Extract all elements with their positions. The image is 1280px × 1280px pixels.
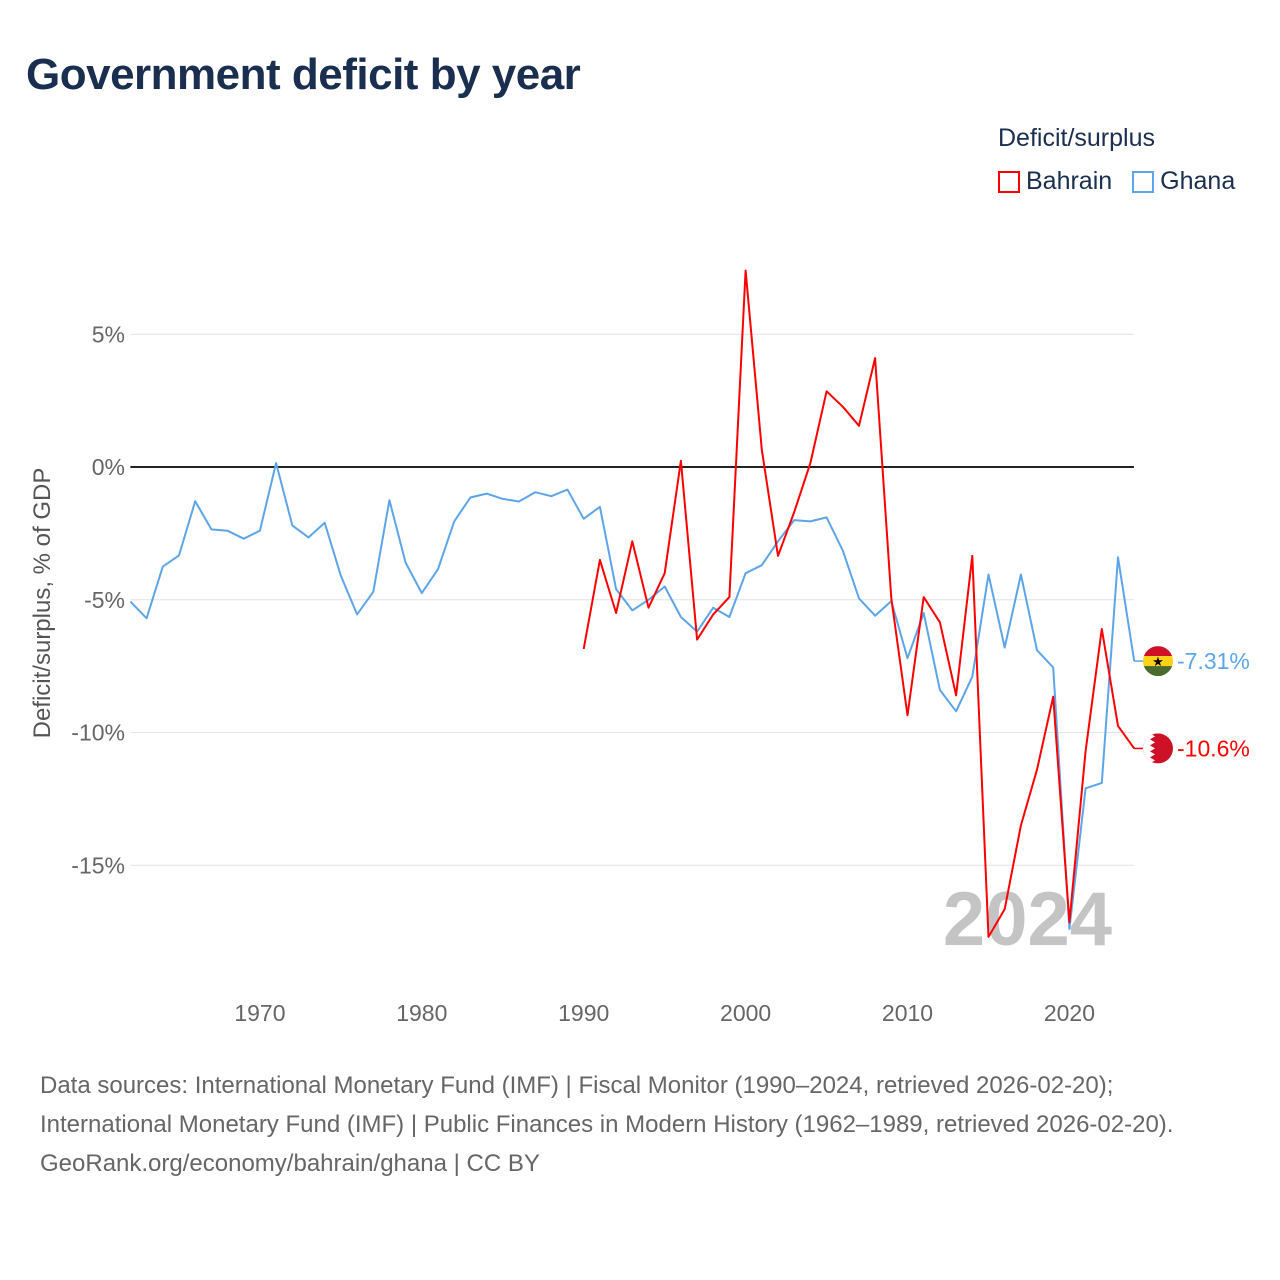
x-tick-label: 1980 <box>396 1000 447 1026</box>
chart-title: Government deficit by year <box>26 50 581 99</box>
y-axis-label: Deficit/surplus, % of GDP <box>29 468 56 739</box>
x-tick-label: 2000 <box>720 1000 771 1026</box>
credit-link[interactable]: GeoRank.org/economy/bahrain/ghana | CC B… <box>40 1150 540 1177</box>
x-tick-label: 2010 <box>882 1000 933 1026</box>
year-watermark: 2024 <box>943 877 1112 962</box>
legend-swatch-bahrain <box>998 170 1020 193</box>
legend: Deficit/surplus Bahrain Ghana <box>998 124 1235 196</box>
x-tick-label: 1990 <box>558 1000 609 1026</box>
legend-title: Deficit/surplus <box>998 124 1155 152</box>
end-label-ghana: -7.31% <box>1177 648 1250 674</box>
legend-item-ghana[interactable]: Ghana <box>1132 167 1235 196</box>
series-line-ghana <box>129 462 1136 930</box>
legend-label-ghana: Ghana <box>1160 167 1236 195</box>
end-label-bahrain: -10.6% <box>1177 735 1250 761</box>
footer: Data sources: International Monetary Fun… <box>40 1066 1250 1183</box>
y-tick-label: -10% <box>71 720 125 746</box>
svg-text:★: ★ <box>1152 654 1164 669</box>
x-tick-label: 1970 <box>234 1000 285 1026</box>
bahrain-flag-icon <box>1143 733 1173 764</box>
legend-item-bahrain[interactable]: Bahrain <box>998 167 1112 196</box>
y-tick-label: -15% <box>71 852 125 878</box>
y-tick-label: 0% <box>92 454 125 480</box>
y-tick-label: 5% <box>92 321 125 347</box>
legend-swatch-ghana <box>1132 170 1155 193</box>
y-tick-label: -5% <box>84 587 125 613</box>
x-tick-label: 2020 <box>1044 1000 1095 1026</box>
series-line-bahrain <box>582 269 1136 938</box>
ghana-flag-icon: ★ <box>1143 646 1173 677</box>
data-sources: Data sources: International Monetary Fun… <box>40 1072 1174 1138</box>
legend-label-bahrain: Bahrain <box>1026 167 1113 195</box>
chart-plot: 5% 0% -5% -10% -15% 1970 1980 1990 2000 2010 2020 D… <box>29 269 1250 1026</box>
